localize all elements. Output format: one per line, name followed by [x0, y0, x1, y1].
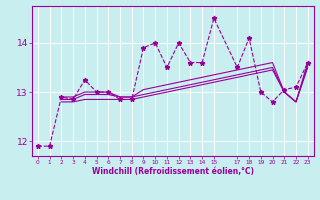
X-axis label: Windchill (Refroidissement éolien,°C): Windchill (Refroidissement éolien,°C) — [92, 167, 254, 176]
